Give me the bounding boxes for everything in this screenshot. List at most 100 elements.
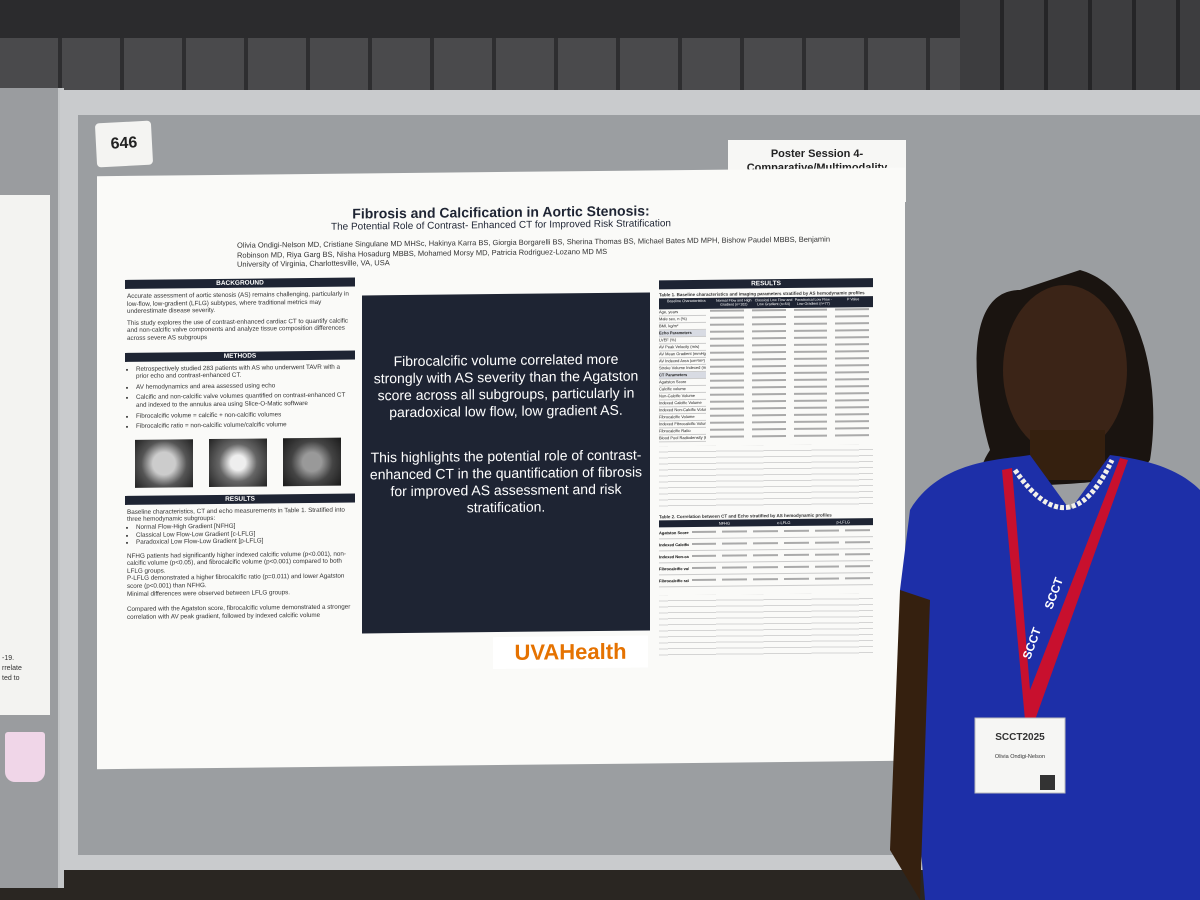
section-heading: RESULTS [659, 278, 873, 290]
table-cell [835, 392, 869, 395]
table-cell [753, 577, 778, 581]
table-header-cell: Normal Flow and High Gradient (n=102) [716, 298, 752, 308]
table-cell [845, 540, 870, 544]
table-cell [783, 577, 809, 580]
table-cell [793, 322, 828, 326]
table-cell [783, 565, 809, 568]
highlight-text: This highlights the potential role of co… [369, 446, 643, 516]
table-cell [710, 407, 744, 411]
board-number: 646 [94, 120, 154, 168]
table-cell [783, 529, 809, 532]
table-cell [793, 343, 828, 347]
table-header: Baseline Characteristics Normal Flow and … [659, 296, 873, 310]
table-cell [793, 378, 828, 382]
table-cell [751, 407, 786, 410]
table-cell [835, 336, 869, 339]
table-cell [751, 358, 786, 361]
table-cell [710, 400, 744, 404]
table-header-cell: Paradoxical Low Flow - Low Gradient (n=7… [794, 297, 832, 307]
table-cell [751, 435, 786, 438]
table-cell [835, 343, 869, 346]
table-cell [691, 542, 717, 545]
table-cell [793, 336, 828, 340]
table-cell [845, 528, 870, 532]
poster: Fibrosis and Calcification in Aortic Ste… [97, 167, 905, 770]
table-cell [710, 393, 744, 397]
table-cell [793, 413, 828, 417]
table-cell [710, 344, 744, 348]
necklace [1012, 458, 1115, 511]
table-cell [753, 553, 778, 557]
ct-image [135, 438, 193, 488]
table-cell [751, 393, 786, 396]
table-header-cell: Baseline Characteristics [667, 298, 706, 304]
table-cell [751, 337, 786, 340]
fragment: ted to [2, 675, 20, 682]
table-cell [710, 386, 744, 390]
table-body: Age, years Male sex, n (%) BMI, kg/m² Echo … [659, 307, 873, 443]
left-poster: -19. rrelate ted to [0, 195, 50, 715]
table-cell [710, 421, 744, 425]
neck [1030, 430, 1105, 480]
table-cell [835, 427, 869, 430]
table-cell [710, 323, 744, 327]
highlight-box: Fibrocalcific volume correlated more str… [362, 292, 650, 634]
table-cell [845, 564, 870, 568]
table-cell [751, 316, 786, 319]
table-cell [722, 554, 748, 557]
table-cell [722, 530, 748, 533]
table-header-cell: p-LFLG [836, 519, 851, 525]
table-cell [793, 406, 828, 410]
table-cell [835, 315, 869, 318]
table-cell [751, 421, 786, 424]
list-item: Retrospectively studied 283 patients wit… [136, 363, 353, 380]
list-item: AV hemodynamics and area assessed using … [136, 381, 353, 391]
table-cell [710, 379, 744, 383]
table-cell [691, 578, 717, 581]
table-cell [793, 399, 828, 403]
table-cell: Fibrocalcific volume [659, 565, 689, 572]
table-cell [710, 316, 744, 320]
table-cell [710, 428, 744, 432]
table-cell [753, 529, 778, 533]
table-cell [835, 329, 869, 332]
table-cell [835, 350, 869, 353]
table-cell [751, 344, 786, 347]
table-cell [835, 371, 869, 374]
paragraph: Minimal differences were observed betwee… [127, 588, 290, 598]
table-header-cell: Classical Low Flow and Low Gradient (n=5… [754, 297, 793, 307]
background-text: Accurate assessment of aortic stenosis (… [125, 287, 355, 351]
table-cell [710, 351, 744, 355]
table-cell [835, 434, 869, 437]
table-cell [793, 371, 828, 375]
table-cell [793, 427, 828, 431]
table-cell [710, 365, 744, 369]
person: SCCT SCCT SCCT2025 Olivia Ondigi-Nelson [890, 270, 1200, 900]
paragraph: Accurate assessment of aortic stenosis (… [127, 290, 349, 316]
table-cell [814, 553, 840, 556]
table-cell [793, 385, 828, 389]
table-cell [751, 372, 786, 375]
table-cell [710, 330, 744, 334]
references [659, 592, 873, 660]
table-cell [835, 406, 869, 409]
table-row: Fibrocalcific ratio [659, 572, 873, 588]
table-cell [793, 308, 828, 312]
table-cell [751, 386, 786, 389]
table-cell [793, 357, 828, 361]
table-cell [691, 530, 717, 533]
table-cell [814, 541, 840, 544]
table-cell [835, 420, 869, 423]
table-cell [783, 553, 809, 556]
list-item: Fibrocalcific volume = calcific + non-ca… [136, 410, 353, 420]
table-cell [710, 414, 744, 418]
table-cell [845, 576, 870, 580]
list-item: Fibrocalcific ratio = non-calcific volum… [136, 421, 353, 431]
table-cell [793, 350, 828, 354]
affiliation: University of Virginia, Charlottesville,… [237, 258, 390, 269]
ct-image [209, 438, 267, 487]
list-item: Paradoxical Low Flow-Low Gradient [p-LFL… [136, 537, 353, 547]
table-cell [722, 566, 748, 569]
ct-image [283, 437, 341, 487]
